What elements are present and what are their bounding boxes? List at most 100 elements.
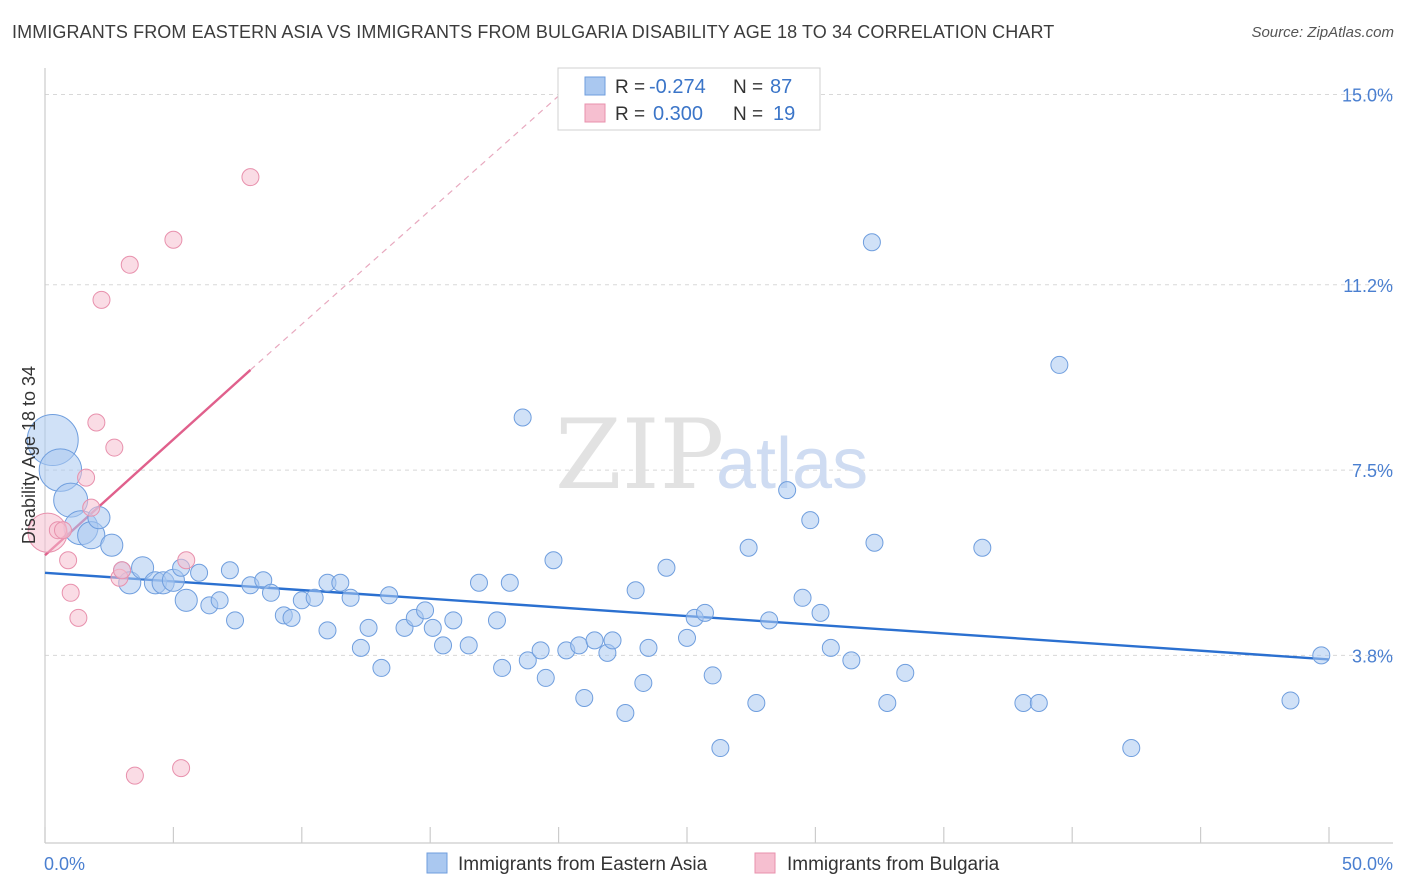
y-axis-title: Disability Age 18 to 34 bbox=[19, 366, 39, 544]
data-point-eastern-asia[interactable] bbox=[1312, 646, 1331, 665]
legend-r-value-1: -0.274 bbox=[649, 76, 706, 98]
data-point-eastern-asia[interactable] bbox=[493, 658, 512, 677]
data-point-eastern-asia[interactable] bbox=[513, 408, 532, 427]
watermark-zip: ZIP bbox=[555, 399, 724, 511]
data-point-eastern-asia[interactable] bbox=[1029, 693, 1048, 712]
data-point-eastern-asia[interactable] bbox=[190, 563, 209, 582]
data-point-bulgaria[interactable] bbox=[172, 759, 191, 778]
data-point-bulgaria[interactable] bbox=[87, 413, 106, 432]
data-point-eastern-asia[interactable] bbox=[220, 561, 239, 580]
data-point-eastern-asia[interactable] bbox=[896, 663, 915, 682]
series-legend: Immigrants from Eastern Asia Immigrants … bbox=[426, 852, 1000, 875]
data-point-eastern-asia[interactable] bbox=[100, 533, 124, 557]
data-point-eastern-asia[interactable] bbox=[570, 636, 589, 655]
data-point-eastern-asia[interactable] bbox=[747, 693, 766, 712]
data-point-eastern-asia[interactable] bbox=[739, 538, 758, 557]
data-point-eastern-asia[interactable] bbox=[261, 583, 280, 602]
data-point-eastern-asia[interactable] bbox=[842, 651, 861, 670]
data-point-bulgaria[interactable] bbox=[53, 521, 72, 540]
data-point-eastern-asia[interactable] bbox=[282, 608, 301, 627]
data-point-bulgaria[interactable] bbox=[241, 168, 260, 187]
data-point-eastern-asia[interactable] bbox=[973, 538, 992, 557]
data-point-eastern-asia[interactable] bbox=[639, 638, 658, 657]
data-point-eastern-asia[interactable] bbox=[174, 588, 198, 612]
legend-swatch-pink bbox=[584, 103, 606, 123]
data-point-eastern-asia[interactable] bbox=[131, 556, 155, 580]
bottom-legend-swatch-blue bbox=[426, 852, 448, 874]
data-point-eastern-asia[interactable] bbox=[1122, 739, 1141, 758]
y-tick-labels: 3.8% 7.5% 11.2% 15.0% bbox=[1342, 86, 1393, 667]
data-point-eastern-asia[interactable] bbox=[862, 233, 881, 252]
legend-r-label-2: R = bbox=[615, 104, 645, 125]
data-point-eastern-asia[interactable] bbox=[585, 631, 604, 650]
data-point-bulgaria[interactable] bbox=[59, 551, 78, 570]
data-point-eastern-asia[interactable] bbox=[1014, 693, 1033, 712]
data-point-bulgaria[interactable] bbox=[105, 438, 124, 457]
data-point-bulgaria[interactable] bbox=[82, 498, 101, 517]
data-point-eastern-asia[interactable] bbox=[351, 638, 370, 657]
data-point-eastern-asia[interactable] bbox=[616, 703, 635, 722]
data-point-bulgaria[interactable] bbox=[77, 468, 96, 487]
data-point-eastern-asia[interactable] bbox=[372, 658, 391, 677]
data-point-eastern-asia[interactable] bbox=[518, 651, 537, 670]
data-point-eastern-asia[interactable] bbox=[459, 636, 478, 655]
data-point-eastern-asia[interactable] bbox=[444, 611, 463, 630]
data-point-eastern-asia[interactable] bbox=[711, 739, 730, 758]
x-tick-label: 0.0% bbox=[44, 854, 85, 874]
data-point-eastern-asia[interactable] bbox=[703, 666, 722, 685]
data-point-eastern-asia[interactable] bbox=[811, 603, 830, 622]
data-point-eastern-asia[interactable] bbox=[626, 581, 645, 600]
legend-n-label-2: N = bbox=[733, 104, 763, 125]
data-point-eastern-asia[interactable] bbox=[657, 558, 676, 577]
bottom-legend-swatch-pink bbox=[754, 852, 776, 874]
data-point-eastern-asia[interactable] bbox=[500, 573, 519, 592]
data-point-eastern-asia[interactable] bbox=[380, 586, 399, 605]
data-point-eastern-asia[interactable] bbox=[678, 628, 696, 647]
data-point-bulgaria[interactable] bbox=[164, 230, 183, 249]
legend-r-value-2: 0.300 bbox=[653, 103, 703, 125]
data-point-eastern-asia[interactable] bbox=[341, 588, 360, 607]
data-point-eastern-asia[interactable] bbox=[695, 603, 714, 622]
data-point-bulgaria[interactable] bbox=[92, 290, 111, 309]
x-tick-label: 50.0% bbox=[1342, 854, 1393, 874]
data-point-eastern-asia[interactable] bbox=[434, 636, 453, 655]
data-point-eastern-asia[interactable] bbox=[760, 611, 779, 630]
data-point-bulgaria[interactable] bbox=[125, 766, 144, 785]
data-point-eastern-asia[interactable] bbox=[778, 481, 797, 500]
data-point-eastern-asia[interactable] bbox=[634, 673, 653, 692]
data-point-eastern-asia[interactable] bbox=[487, 611, 506, 630]
data-point-eastern-asia[interactable] bbox=[1281, 691, 1300, 710]
data-point-eastern-asia[interactable] bbox=[416, 601, 435, 620]
data-point-eastern-asia[interactable] bbox=[469, 573, 488, 592]
bottom-legend-label-bulgaria: Immigrants from Bulgaria bbox=[787, 854, 1000, 875]
data-point-eastern-asia[interactable] bbox=[536, 668, 555, 687]
data-point-eastern-asia[interactable] bbox=[318, 621, 337, 640]
data-point-eastern-asia[interactable] bbox=[878, 693, 897, 712]
legend-swatch-blue bbox=[584, 76, 606, 96]
y-tick-label: 7.5% bbox=[1352, 461, 1393, 481]
data-point-bulgaria[interactable] bbox=[177, 551, 196, 570]
series-eastern-asia-points bbox=[26, 233, 1331, 758]
data-point-eastern-asia[interactable] bbox=[821, 638, 840, 657]
data-point-eastern-asia[interactable] bbox=[544, 551, 563, 570]
data-point-eastern-asia[interactable] bbox=[865, 533, 884, 552]
data-point-eastern-asia[interactable] bbox=[331, 573, 350, 592]
data-point-eastern-asia[interactable] bbox=[793, 588, 812, 607]
data-point-eastern-asia[interactable] bbox=[531, 641, 550, 660]
data-point-eastern-asia[interactable] bbox=[1050, 355, 1069, 374]
data-point-bulgaria[interactable] bbox=[61, 583, 80, 602]
trend-line-bulgaria-extension bbox=[250, 84, 572, 371]
x-tick-labels: 0.0% 50.0% bbox=[44, 854, 1393, 874]
data-point-eastern-asia[interactable] bbox=[603, 631, 622, 650]
data-point-eastern-asia[interactable] bbox=[575, 688, 594, 707]
data-point-eastern-asia[interactable] bbox=[305, 588, 324, 607]
data-point-bulgaria[interactable] bbox=[69, 608, 88, 627]
data-point-eastern-asia[interactable] bbox=[226, 611, 245, 630]
data-point-bulgaria[interactable] bbox=[120, 255, 139, 274]
data-point-bulgaria[interactable] bbox=[113, 561, 132, 580]
data-point-eastern-asia[interactable] bbox=[210, 591, 229, 610]
data-point-eastern-asia[interactable] bbox=[359, 618, 378, 637]
bottom-legend-label-eastern-asia: Immigrants from Eastern Asia bbox=[458, 854, 708, 875]
data-point-eastern-asia[interactable] bbox=[801, 511, 820, 530]
data-point-eastern-asia[interactable] bbox=[423, 618, 442, 637]
